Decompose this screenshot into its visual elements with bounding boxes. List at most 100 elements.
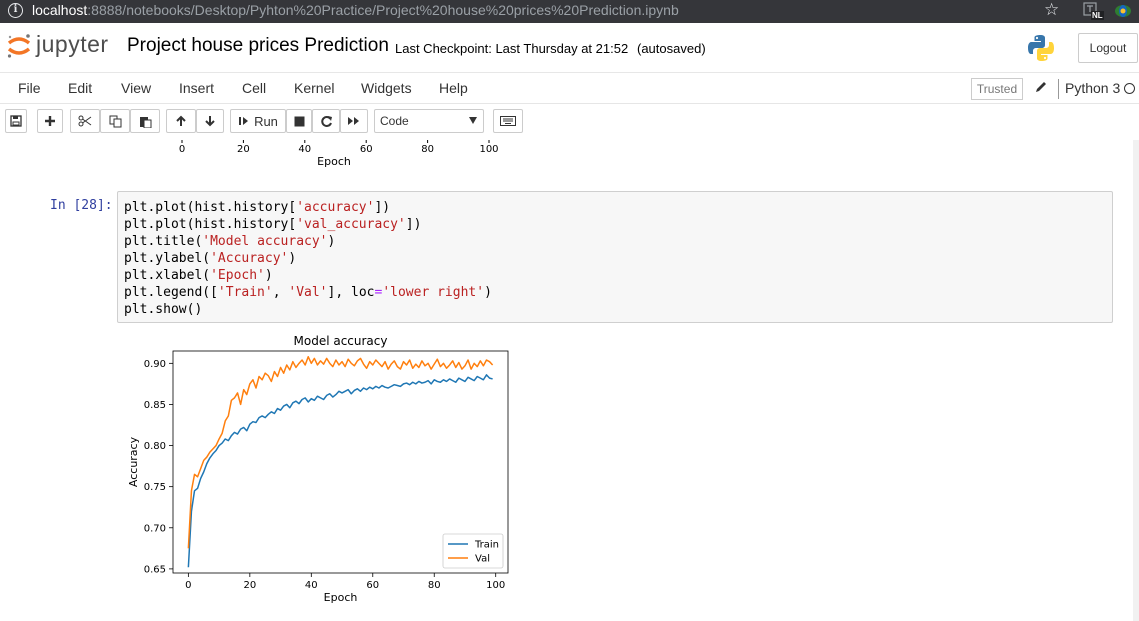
x-axis-label: Epoch	[324, 591, 358, 604]
step-forward-icon	[239, 117, 249, 125]
series-line-train	[187, 374, 493, 568]
previous-x-tick-label: 0	[179, 144, 185, 155]
logout-button[interactable]: Logout	[1078, 33, 1138, 63]
code-lines: plt.plot(hist.history['accuracy']) plt.pl…	[124, 199, 1112, 318]
y-tick-label: 0.80	[144, 441, 166, 452]
y-tick-label: 0.85	[144, 400, 166, 411]
code-cell-editor[interactable]: plt.plot(hist.history['accuracy']) plt.pl…	[117, 191, 1113, 323]
jupyter-logo-icon[interactable]	[6, 32, 32, 60]
paste-icon	[139, 116, 151, 128]
plot-frame	[172, 350, 509, 574]
x-tick-label: 0	[185, 580, 191, 591]
kernel-separator	[1058, 79, 1059, 99]
code-line: plt.xlabel('Epoch')	[124, 268, 273, 283]
keyboard-icon	[500, 116, 516, 126]
x-tick-label: 20	[243, 580, 256, 591]
interrupt-button[interactable]	[286, 109, 312, 133]
menu-view[interactable]: View	[121, 80, 152, 96]
series-line-val	[187, 356, 494, 549]
bookmark-star-icon[interactable]: ☆	[1044, 0, 1060, 19]
previous-xlabel: Epoch	[317, 155, 351, 168]
menu-edit[interactable]: Edit	[68, 80, 93, 96]
input-prompt: In [28]:	[50, 198, 113, 213]
browser-bar: i localhost:8888/notebooks/Desktop/Pyhto…	[0, 0, 1139, 23]
y-tick-label: 0.65	[144, 564, 166, 575]
info-icon[interactable]: i	[8, 3, 23, 18]
menu-cell[interactable]: Cell	[242, 80, 267, 96]
previous-output-axis: 0 20 40 60 80 100 Epoch	[179, 140, 499, 168]
scrollbar[interactable]	[1133, 140, 1139, 621]
fast-forward-icon	[348, 117, 359, 125]
x-tick-label: 80	[428, 580, 441, 591]
kernel-name[interactable]: Python 3	[1065, 80, 1121, 96]
arrow-up-icon	[176, 115, 186, 126]
edit-mode-pencil-icon	[1034, 80, 1048, 94]
accuracy-chart: Model accuracy 0 20 40 60 80 100 0.65 0.70 0.75 0.…	[127, 334, 509, 604]
chevron-down-icon	[469, 117, 477, 124]
code-line: plt.legend(['Train', 'Val'], loc='lower …	[124, 285, 492, 300]
y-tick-label: 0.70	[144, 523, 166, 534]
code-line: plt.title('Model accuracy')	[124, 234, 336, 249]
restart-icon	[320, 115, 332, 127]
code-line: plt.plot(hist.history['accuracy'])	[124, 200, 391, 215]
legend-label: Train	[474, 540, 499, 551]
autosave-status: (autosaved)	[637, 41, 706, 56]
cell-type-value: Code	[380, 114, 409, 128]
trusted-indicator[interactable]: Trusted	[971, 78, 1023, 100]
move-down-button[interactable]	[196, 109, 224, 133]
notebook-header: jupyter Project house prices Prediction …	[0, 23, 1139, 71]
x-tick-label: 60	[366, 580, 379, 591]
menu-widgets[interactable]: Widgets	[361, 80, 412, 96]
cell-type-select[interactable]: Code	[374, 109, 484, 133]
checkpoint-status: Last Checkpoint: Last Thursday at 21:52	[395, 41, 629, 56]
code-line: plt.ylabel('Accuracy')	[124, 251, 297, 266]
menu-insert[interactable]: Insert	[179, 80, 215, 96]
scissors-icon	[78, 115, 92, 127]
previous-x-tick-label: 80	[421, 144, 434, 155]
previous-x-tick-label: 20	[237, 144, 250, 155]
plus-icon	[45, 116, 55, 126]
y-tick-label: 0.75	[144, 482, 166, 493]
notebook-title[interactable]: Project house prices Prediction	[127, 35, 389, 56]
notebook-container[interactable]: 0 20 40 60 80 100 Epoch In [28]: plt.plot(his…	[0, 140, 1139, 621]
url-host: localhost	[32, 2, 88, 18]
chart-title: Model accuracy	[294, 334, 388, 348]
y-tick-label: 0.90	[144, 359, 166, 370]
previous-x-tick-label: 60	[360, 144, 373, 155]
code-line: plt.show()	[124, 302, 203, 317]
command-palette-button[interactable]	[493, 109, 523, 133]
paste-button[interactable]	[130, 109, 160, 133]
legend-box	[442, 533, 504, 569]
python-logo-icon	[1026, 33, 1056, 63]
jupyter-logo-text: jupyter	[36, 31, 109, 57]
restart-run-all-button[interactable]	[340, 109, 368, 133]
menu-file[interactable]: File	[18, 80, 41, 96]
y-axis-label: Accuracy	[127, 436, 140, 487]
x-tick-label: 40	[305, 580, 318, 591]
copy-icon	[109, 115, 121, 127]
arrow-down-icon	[205, 116, 215, 127]
run-button[interactable]: Run	[230, 109, 286, 133]
code-line: plt.plot(hist.history['val_accuracy'])	[124, 217, 422, 232]
stop-icon	[294, 116, 304, 126]
save-icon	[10, 115, 22, 127]
kernel-idle-indicator-icon	[1124, 83, 1135, 94]
run-label: Run	[254, 113, 278, 129]
insert-cell-button[interactable]	[37, 109, 63, 133]
copy-button[interactable]	[100, 109, 130, 133]
restart-button[interactable]	[312, 109, 340, 133]
save-button[interactable]	[5, 109, 27, 133]
previous-x-tick-label: 100	[479, 144, 498, 155]
extension-translate-icon[interactable]: NL	[1082, 2, 1106, 22]
x-tick-label: 100	[486, 580, 505, 591]
cut-button[interactable]	[70, 109, 100, 133]
menu-help[interactable]: Help	[439, 80, 468, 96]
extension-globe-icon[interactable]	[1114, 3, 1132, 19]
address-bar[interactable]: localhost:8888/notebooks/Desktop/Pyhton%…	[32, 2, 679, 18]
menu-bar: File Edit View Insert Cell Kernel Widget…	[0, 72, 1139, 104]
url-path: :8888/notebooks/Desktop/Pyhton%20Practic…	[87, 2, 679, 18]
move-up-button[interactable]	[166, 109, 196, 133]
previous-x-tick-label: 40	[298, 144, 311, 155]
legend-label: Val	[475, 554, 490, 565]
menu-kernel[interactable]: Kernel	[294, 80, 335, 96]
